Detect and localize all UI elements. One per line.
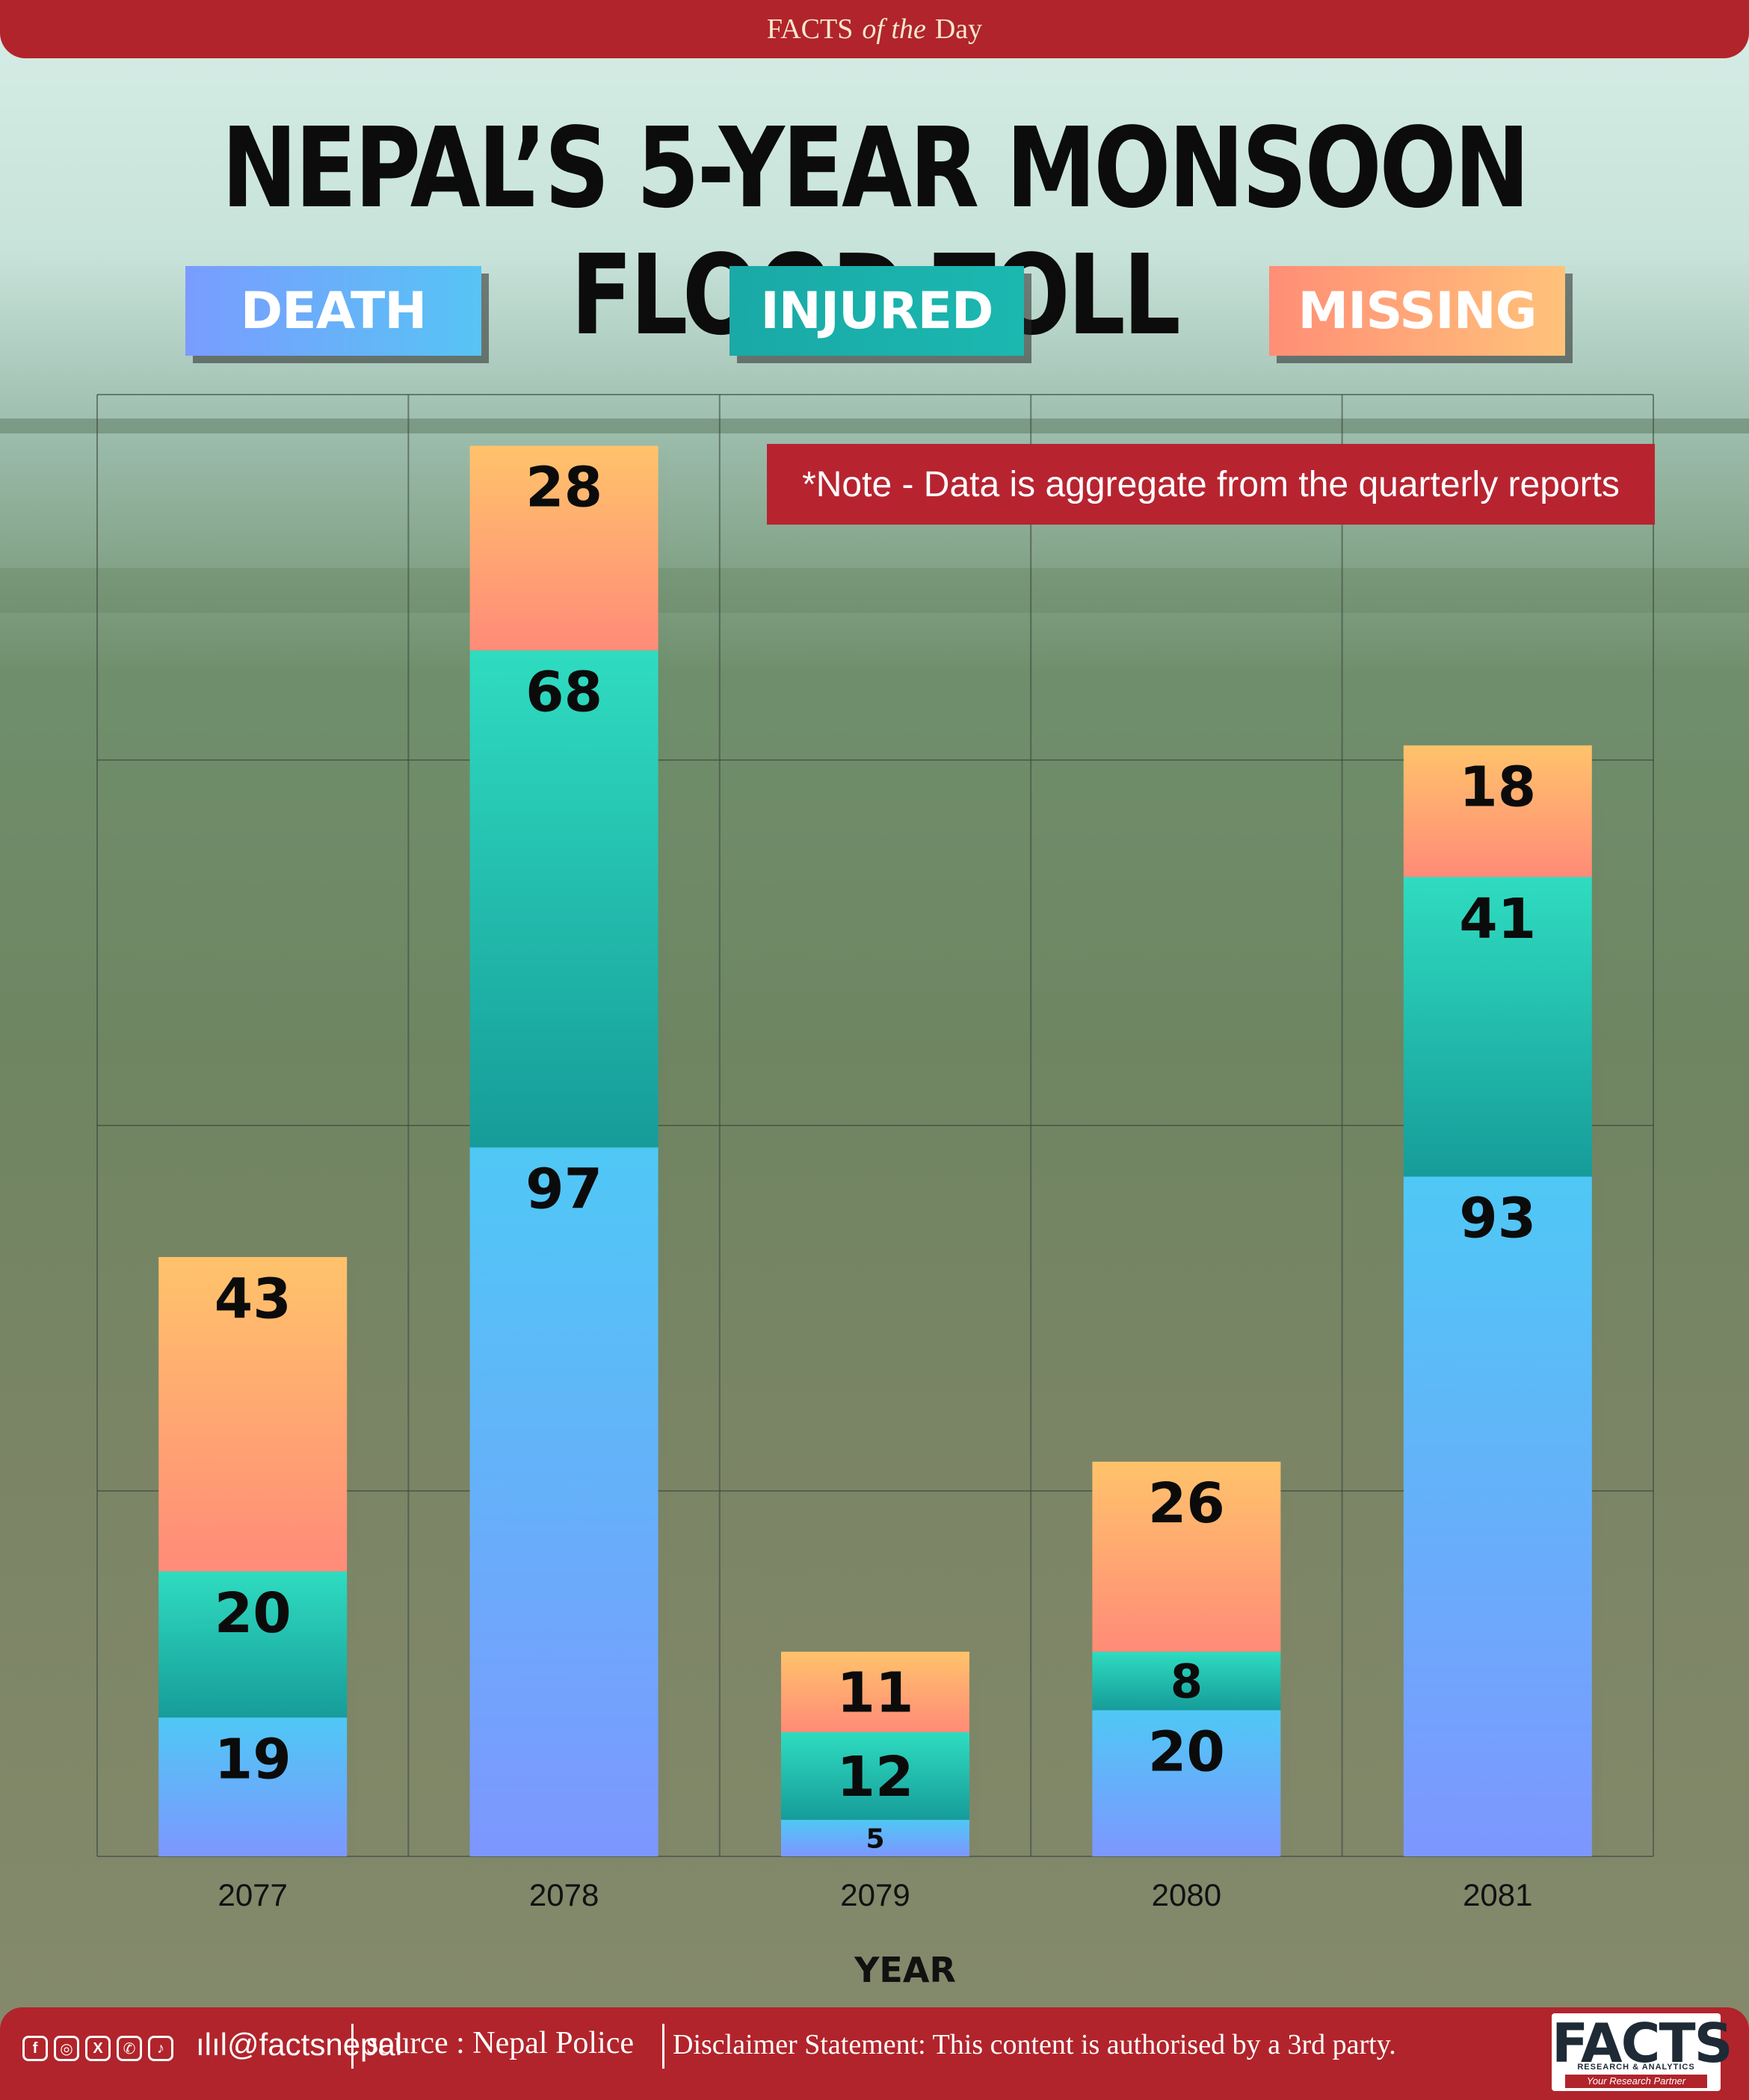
banner-facts: FACTS <box>766 13 854 45</box>
stacked-bar-chart: 19 20 43 2077 97 68 28 2078 5 12 11 2079 20 8 26 2080 93… <box>96 394 1654 1990</box>
data-label-death-2080: 20 <box>1148 1720 1225 1785</box>
data-label-injured-2081: 41 <box>1459 887 1536 951</box>
data-label-injured-2077: 20 <box>215 1581 292 1646</box>
tiktok-icon[interactable]: ♪ <box>148 2036 173 2061</box>
x-tick-label: 2081 <box>1463 1877 1532 1912</box>
bar-missing-2078 <box>469 445 658 651</box>
bar-missing-2080 <box>1092 1461 1281 1652</box>
footer-disclaimer: Disclaimer Statement: This content is au… <box>673 2029 1396 2060</box>
bar-missing-2077 <box>158 1257 348 1572</box>
bar-injured-2080 <box>1092 1652 1281 1711</box>
data-label-injured-2080: 8 <box>1170 1655 1203 1709</box>
data-label-death-2078: 97 <box>525 1158 602 1222</box>
bar-death-2078 <box>469 1147 658 1856</box>
facebook-icon[interactable]: f <box>22 2036 48 2061</box>
footer: f ◎ X ✆ ♪ ılıl@factsnepal source : Nepal… <box>0 2007 1749 2100</box>
handle-text: @factsnepal <box>227 2027 403 2062</box>
data-label-injured-2078: 68 <box>525 661 602 725</box>
data-label-missing-2077: 43 <box>215 1267 292 1331</box>
data-label-death-2081: 93 <box>1459 1187 1536 1251</box>
banner-of-the: of the <box>862 13 926 45</box>
data-label-death-2079: 5 <box>866 1824 884 1855</box>
x-tick-label: 2078 <box>529 1877 599 1912</box>
bar-injured-2078 <box>469 650 658 1148</box>
legend-missing-label: MISSING <box>1298 281 1537 341</box>
x-tick-label: 2079 <box>840 1877 910 1912</box>
bar-injured-2077 <box>158 1571 348 1718</box>
legend-injured: INJURED <box>729 266 1024 356</box>
data-label-death-2077: 19 <box>215 1727 292 1791</box>
viber-icon[interactable]: ✆ <box>117 2036 142 2061</box>
footer-divider <box>662 2024 664 2069</box>
data-label-missing-2080: 26 <box>1148 1471 1225 1536</box>
data-label-injured-2079: 12 <box>837 1745 914 1809</box>
footer-divider <box>351 2024 354 2069</box>
footer-handle[interactable]: ılıl@factsnepal <box>196 2027 402 2063</box>
x-icon[interactable]: X <box>85 2036 111 2061</box>
bar-death-2080 <box>1092 1710 1281 1856</box>
note-box: *Note - Data is aggregate from the quart… <box>767 444 1655 525</box>
bar-death-2079 <box>781 1820 969 1856</box>
bar-death-2077 <box>158 1717 348 1856</box>
bar-injured-2079 <box>781 1732 969 1820</box>
instagram-icon[interactable]: ◎ <box>54 2036 79 2061</box>
legend-injured-label: INJURED <box>760 281 994 341</box>
legend-missing: MISSING <box>1269 266 1565 356</box>
note-text: *Note - Data is aggregate from the quart… <box>802 464 1620 504</box>
background-treeline <box>0 419 1749 433</box>
x-axis-title: YEAR <box>854 1950 956 1990</box>
handle-bars-icon: ılıl <box>196 2027 227 2062</box>
x-tick-label: 2080 <box>1152 1877 1221 1912</box>
facts-logo: FACTS RESEARCH & ANALYTICS Your Research… <box>1552 2012 1733 2091</box>
data-label-missing-2078: 28 <box>525 456 602 520</box>
logo-tagline: Your Research Partner <box>1565 2075 1707 2088</box>
logo-word: FACTS <box>1552 2012 1733 2075</box>
legend-death-label: DEATH <box>240 281 428 341</box>
logo-subtitle: RESEARCH & ANALYTICS <box>1577 2063 1695 2072</box>
legend-death: DEATH <box>185 266 481 356</box>
background-field <box>0 568 1749 613</box>
banner-day: Day <box>934 13 983 45</box>
data-label-missing-2079: 11 <box>837 1661 914 1726</box>
bar-missing-2081 <box>1403 745 1592 877</box>
data-label-missing-2081: 18 <box>1459 756 1536 820</box>
footer-source: source : Nepal Police <box>366 2026 635 2060</box>
bar-death-2081 <box>1403 1176 1592 1856</box>
bar-missing-2079 <box>781 1652 969 1732</box>
x-tick-label: 2077 <box>218 1877 287 1912</box>
top-banner: FACTS of the Day <box>0 0 1749 58</box>
bar-injured-2081 <box>1403 877 1592 1177</box>
